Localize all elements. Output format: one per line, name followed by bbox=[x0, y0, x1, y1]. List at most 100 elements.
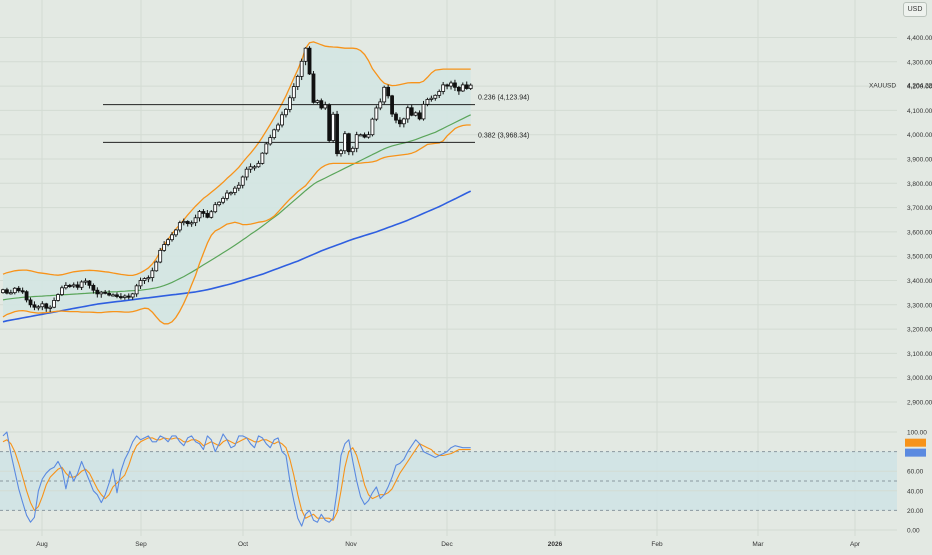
bollinger-lower-line bbox=[2, 124, 471, 325]
candle-up bbox=[12, 287, 17, 294]
candle-up bbox=[441, 84, 446, 92]
candle-up bbox=[225, 192, 229, 199]
candle-up bbox=[460, 84, 465, 92]
candle-up bbox=[264, 143, 269, 154]
price-axis-label: 4,300.00 bbox=[907, 59, 932, 66]
candle-up bbox=[331, 113, 336, 141]
price-axis-label: 4,200.00 bbox=[907, 84, 932, 91]
candle-up bbox=[229, 192, 233, 195]
time-axis-label: Sep bbox=[135, 541, 147, 548]
candle-up bbox=[36, 306, 41, 309]
candle-up bbox=[138, 280, 143, 287]
time-axis-label: Aug bbox=[36, 541, 48, 548]
candle-down bbox=[32, 304, 37, 308]
currency-badge[interactable]: USD bbox=[903, 2, 927, 17]
price-axis-label: 3,500.00 bbox=[907, 254, 932, 261]
candle-up bbox=[366, 134, 371, 138]
candle-up bbox=[350, 147, 355, 153]
candle-down bbox=[307, 47, 312, 75]
candle-up bbox=[193, 217, 198, 224]
price-axis-label: 3,700.00 bbox=[907, 205, 932, 212]
candle-up bbox=[291, 86, 296, 99]
candle-down bbox=[335, 113, 339, 155]
candle-up bbox=[382, 86, 387, 103]
candle-up bbox=[177, 222, 182, 231]
time-axis-label: Nov bbox=[345, 541, 357, 548]
candle-down bbox=[16, 287, 21, 292]
candle-down bbox=[409, 107, 414, 116]
candle-up bbox=[213, 204, 218, 213]
price-axis-label: 3,300.00 bbox=[907, 302, 932, 309]
time-axis-label: Dec bbox=[441, 541, 453, 548]
candle-up bbox=[280, 114, 284, 126]
candle-up bbox=[252, 166, 257, 169]
candle-down bbox=[95, 289, 100, 295]
price-axis-label: 3,000.00 bbox=[907, 375, 932, 382]
candle-up bbox=[240, 176, 245, 186]
candle-down bbox=[103, 291, 108, 294]
time-axis-label: 2026 bbox=[548, 541, 563, 548]
candle-up bbox=[315, 100, 320, 103]
stochastic-axis-label: 60.00 bbox=[907, 469, 924, 476]
time-axis-label: Mar bbox=[752, 541, 764, 548]
candle-down bbox=[445, 84, 449, 87]
candle-down bbox=[201, 211, 206, 214]
candle-up bbox=[189, 222, 194, 225]
candle-up bbox=[60, 287, 64, 295]
candle-down bbox=[386, 86, 391, 97]
stochastic-axis-label: 20.00 bbox=[907, 508, 924, 515]
candle-up bbox=[429, 97, 434, 100]
candle-up bbox=[299, 60, 304, 77]
candle-up bbox=[260, 152, 265, 164]
time-axis-label: Feb bbox=[651, 541, 663, 548]
candle-up bbox=[154, 261, 159, 272]
price-axis-label: 3,200.00 bbox=[907, 327, 932, 334]
candle-up bbox=[339, 150, 343, 155]
price-axis-label: 3,400.00 bbox=[907, 278, 932, 285]
candle-up bbox=[358, 134, 363, 137]
candle-up bbox=[134, 285, 139, 295]
candle-down bbox=[362, 134, 367, 138]
candle-up bbox=[468, 84, 473, 89]
candle-down bbox=[398, 119, 402, 125]
candle-down bbox=[91, 284, 96, 291]
candle-up bbox=[449, 82, 453, 87]
candle-down bbox=[205, 213, 210, 218]
stochastic-k-line bbox=[2, 431, 471, 527]
candle-up bbox=[166, 239, 170, 245]
candle-up bbox=[256, 162, 261, 168]
price-axis-label: 4,400.00 bbox=[907, 35, 932, 42]
candle-up bbox=[401, 118, 406, 125]
candle-up bbox=[232, 187, 237, 193]
candle-up bbox=[248, 166, 253, 170]
price-axis-label: 4,000.00 bbox=[907, 132, 932, 139]
stochastic-d-marker bbox=[905, 438, 926, 447]
candle-down bbox=[417, 112, 422, 120]
candle-up bbox=[405, 107, 410, 120]
candle-up bbox=[83, 280, 88, 283]
sma-green-line bbox=[2, 114, 471, 301]
candle-down bbox=[390, 95, 394, 115]
candle-up bbox=[303, 47, 308, 62]
candle-up bbox=[378, 101, 383, 109]
candle-up bbox=[99, 291, 104, 295]
candle-up bbox=[170, 234, 174, 241]
candle-up bbox=[130, 293, 135, 298]
stochastic-axis-label: 40.00 bbox=[907, 488, 924, 495]
candle-up bbox=[1, 289, 5, 294]
candle-up bbox=[268, 137, 273, 145]
candle-down bbox=[346, 133, 351, 153]
candle-up bbox=[287, 97, 292, 110]
candle-down bbox=[28, 299, 33, 306]
sma-blue-line bbox=[2, 190, 472, 323]
candle-down bbox=[456, 86, 461, 92]
candle-up bbox=[374, 107, 379, 120]
stochastic-k-marker bbox=[905, 448, 926, 457]
candle-up bbox=[433, 94, 438, 99]
candle-down bbox=[87, 280, 92, 286]
candle-down bbox=[107, 292, 112, 296]
candle-up bbox=[197, 211, 202, 219]
candle-up bbox=[181, 221, 186, 224]
